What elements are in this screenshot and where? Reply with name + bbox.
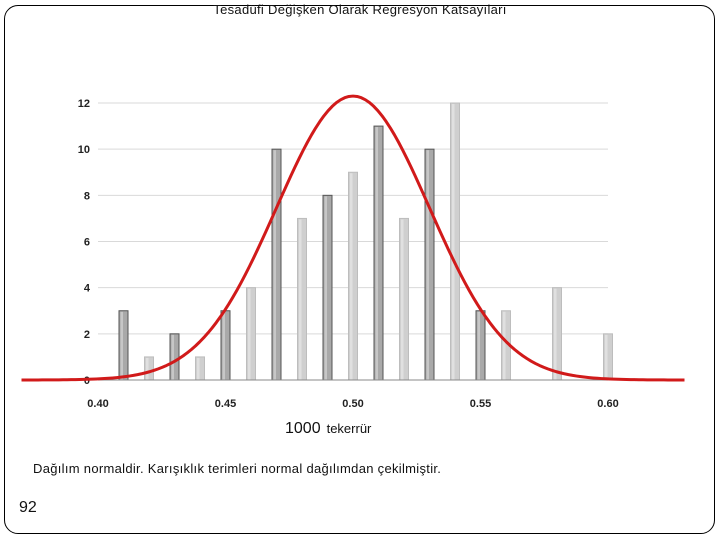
histogram-bar <box>450 102 460 381</box>
x-tick-label: 0.45 <box>215 398 236 410</box>
histogram-bar <box>195 356 205 381</box>
histogram-bar <box>373 125 384 381</box>
histogram-bar <box>475 310 486 381</box>
repetitions-label: 1000 tekerrür <box>285 420 371 438</box>
histogram-bar <box>271 148 282 381</box>
x-tick-label: 0.55 <box>470 398 491 410</box>
y-tick-label: 2 <box>84 329 90 341</box>
y-tick-label: 6 <box>84 237 90 249</box>
y-tick-label: 8 <box>84 190 90 202</box>
histogram-bar <box>552 287 562 381</box>
histogram-bar <box>322 194 333 381</box>
repetitions-word: tekerrür <box>326 421 372 436</box>
slide-frame <box>4 5 715 534</box>
y-tick-label: 10 <box>78 144 90 156</box>
y-tick-label: 0 <box>84 375 90 387</box>
histogram-bar <box>297 217 307 381</box>
page-number: 92 <box>19 499 37 516</box>
histogram-bar <box>246 287 256 381</box>
x-tick-label: 0.50 <box>342 398 363 410</box>
y-tick-label: 4 <box>84 283 91 295</box>
x-tick-label: 0.60 <box>597 398 618 410</box>
slide-title: Tesadüfi Değişken Olarak Regresyon Katsa… <box>213 2 507 17</box>
histogram-bar <box>424 148 435 381</box>
x-tick-label: 0.40 <box>87 398 108 410</box>
histogram-bar <box>144 356 154 381</box>
histogram-bar <box>399 217 409 381</box>
histogram-bar <box>220 310 231 381</box>
histogram-bar <box>169 333 180 381</box>
y-tick-label: 12 <box>78 98 90 110</box>
histogram-bar <box>118 310 129 381</box>
normal-distribution-curve <box>21 94 685 382</box>
histogram-bar <box>603 333 613 381</box>
caption-text: Dağılım normaldir. Karışıklık terimleri … <box>33 461 442 476</box>
repetitions-number: 1000 <box>285 420 321 437</box>
histogram-bar <box>348 171 358 381</box>
